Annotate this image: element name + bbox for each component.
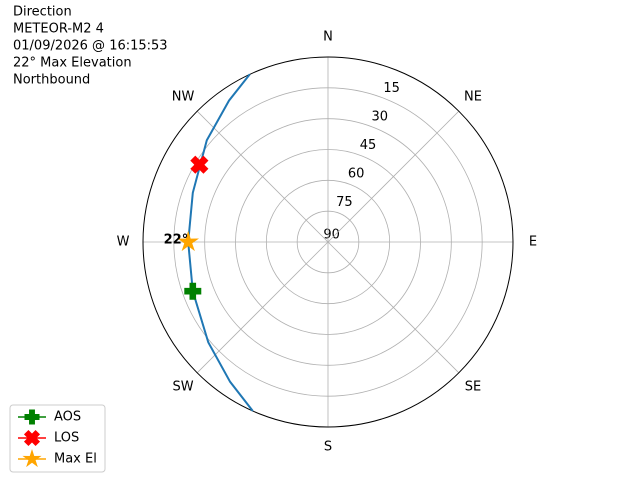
r-tick-label: 90 [323,227,340,242]
title-line: 22° Max Elevation [13,56,132,71]
r-tick-label: 15 [383,81,400,96]
title-line: METEOR-M2 4 [13,22,104,37]
legend-label: Max El [54,452,97,467]
spoke [196,241,329,374]
marker-star [177,230,200,252]
direction-label: N [323,30,333,45]
direction-label: NW [172,90,195,105]
title-line: Direction [13,5,72,20]
track-line [187,73,254,412]
marker-plus [184,282,202,300]
direction-label: SE [465,379,481,394]
direction-label: SW [172,379,193,394]
direction-label: E [529,235,537,250]
polar-frame [142,56,514,428]
legend-marker [22,448,42,468]
direction-label: W [117,235,130,250]
r-tick-label: 60 [348,166,365,181]
legend-marker [23,429,41,447]
r-tick-label: 30 [372,109,389,124]
legend: AOS LOS Max El [9,404,106,473]
r-tick-label: 75 [336,195,353,210]
legend-label: LOS [54,431,79,446]
title-line: Northbound [13,73,90,88]
marker-x [190,155,209,174]
annotation: 22° [164,233,189,248]
direction-label: S [324,440,332,455]
direction-label: NE [464,90,482,105]
spoke [327,241,460,374]
title-line: 01/09/2026 @ 16:15:53 [13,39,168,54]
legend-marker [24,409,40,425]
spoke [196,110,329,243]
legend-label: AOS [54,410,81,425]
r-tick-label: 45 [360,138,377,153]
spoke [327,110,460,243]
